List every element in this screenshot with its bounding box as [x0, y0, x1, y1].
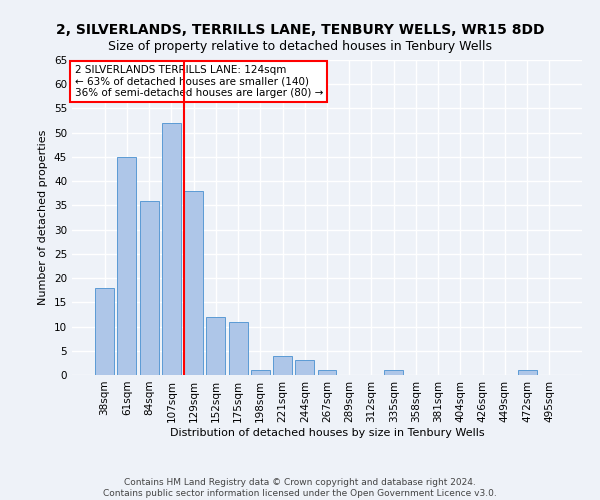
Bar [140, 200, 158, 375]
Bar [295, 360, 314, 375]
Text: Size of property relative to detached houses in Tenbury Wells: Size of property relative to detached ho… [108, 40, 492, 53]
Bar [95, 288, 114, 375]
Text: Contains HM Land Registry data © Crown copyright and database right 2024.
Contai: Contains HM Land Registry data © Crown c… [103, 478, 497, 498]
Y-axis label: Number of detached properties: Number of detached properties [38, 130, 49, 305]
Bar [273, 356, 292, 375]
Bar [162, 123, 181, 375]
Bar [518, 370, 536, 375]
Bar [317, 370, 337, 375]
Bar [229, 322, 248, 375]
Text: 2 SILVERLANDS TERRILLS LANE: 124sqm
← 63% of detached houses are smaller (140)
3: 2 SILVERLANDS TERRILLS LANE: 124sqm ← 63… [74, 64, 323, 98]
Bar [384, 370, 403, 375]
Bar [206, 317, 225, 375]
Bar [184, 191, 203, 375]
Text: 2, SILVERLANDS, TERRILLS LANE, TENBURY WELLS, WR15 8DD: 2, SILVERLANDS, TERRILLS LANE, TENBURY W… [56, 22, 544, 36]
Bar [251, 370, 270, 375]
X-axis label: Distribution of detached houses by size in Tenbury Wells: Distribution of detached houses by size … [170, 428, 484, 438]
Bar [118, 157, 136, 375]
